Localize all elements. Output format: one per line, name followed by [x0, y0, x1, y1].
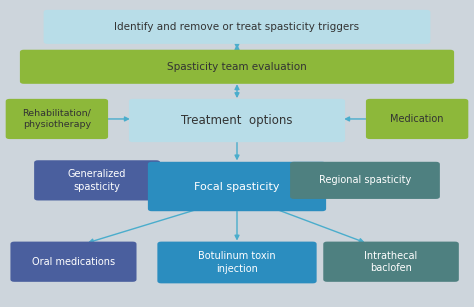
FancyBboxPatch shape: [20, 50, 454, 84]
Text: Generalized
spasticity: Generalized spasticity: [68, 169, 127, 192]
FancyBboxPatch shape: [129, 99, 345, 142]
Text: Botulinum toxin
injection: Botulinum toxin injection: [198, 251, 276, 274]
Text: Focal spasticity: Focal spasticity: [194, 181, 280, 192]
FancyBboxPatch shape: [44, 10, 430, 44]
FancyBboxPatch shape: [157, 242, 317, 283]
Text: Oral medications: Oral medications: [32, 257, 115, 267]
FancyBboxPatch shape: [10, 242, 137, 282]
Text: Spasticity team evaluation: Spasticity team evaluation: [167, 62, 307, 72]
FancyBboxPatch shape: [366, 99, 468, 139]
FancyBboxPatch shape: [6, 99, 108, 139]
FancyBboxPatch shape: [148, 162, 326, 211]
Text: Medication: Medication: [391, 114, 444, 124]
Text: Rehabilitation/
physiotherapy: Rehabilitation/ physiotherapy: [22, 109, 91, 129]
FancyBboxPatch shape: [290, 162, 440, 199]
FancyBboxPatch shape: [323, 242, 459, 282]
Text: Identify and remove or treat spasticity triggers: Identify and remove or treat spasticity …: [114, 22, 360, 32]
FancyBboxPatch shape: [34, 160, 160, 200]
Text: Treatment  options: Treatment options: [181, 114, 293, 127]
Text: Regional spasticity: Regional spasticity: [319, 175, 411, 185]
Text: Intrathecal
baclofen: Intrathecal baclofen: [365, 251, 418, 273]
